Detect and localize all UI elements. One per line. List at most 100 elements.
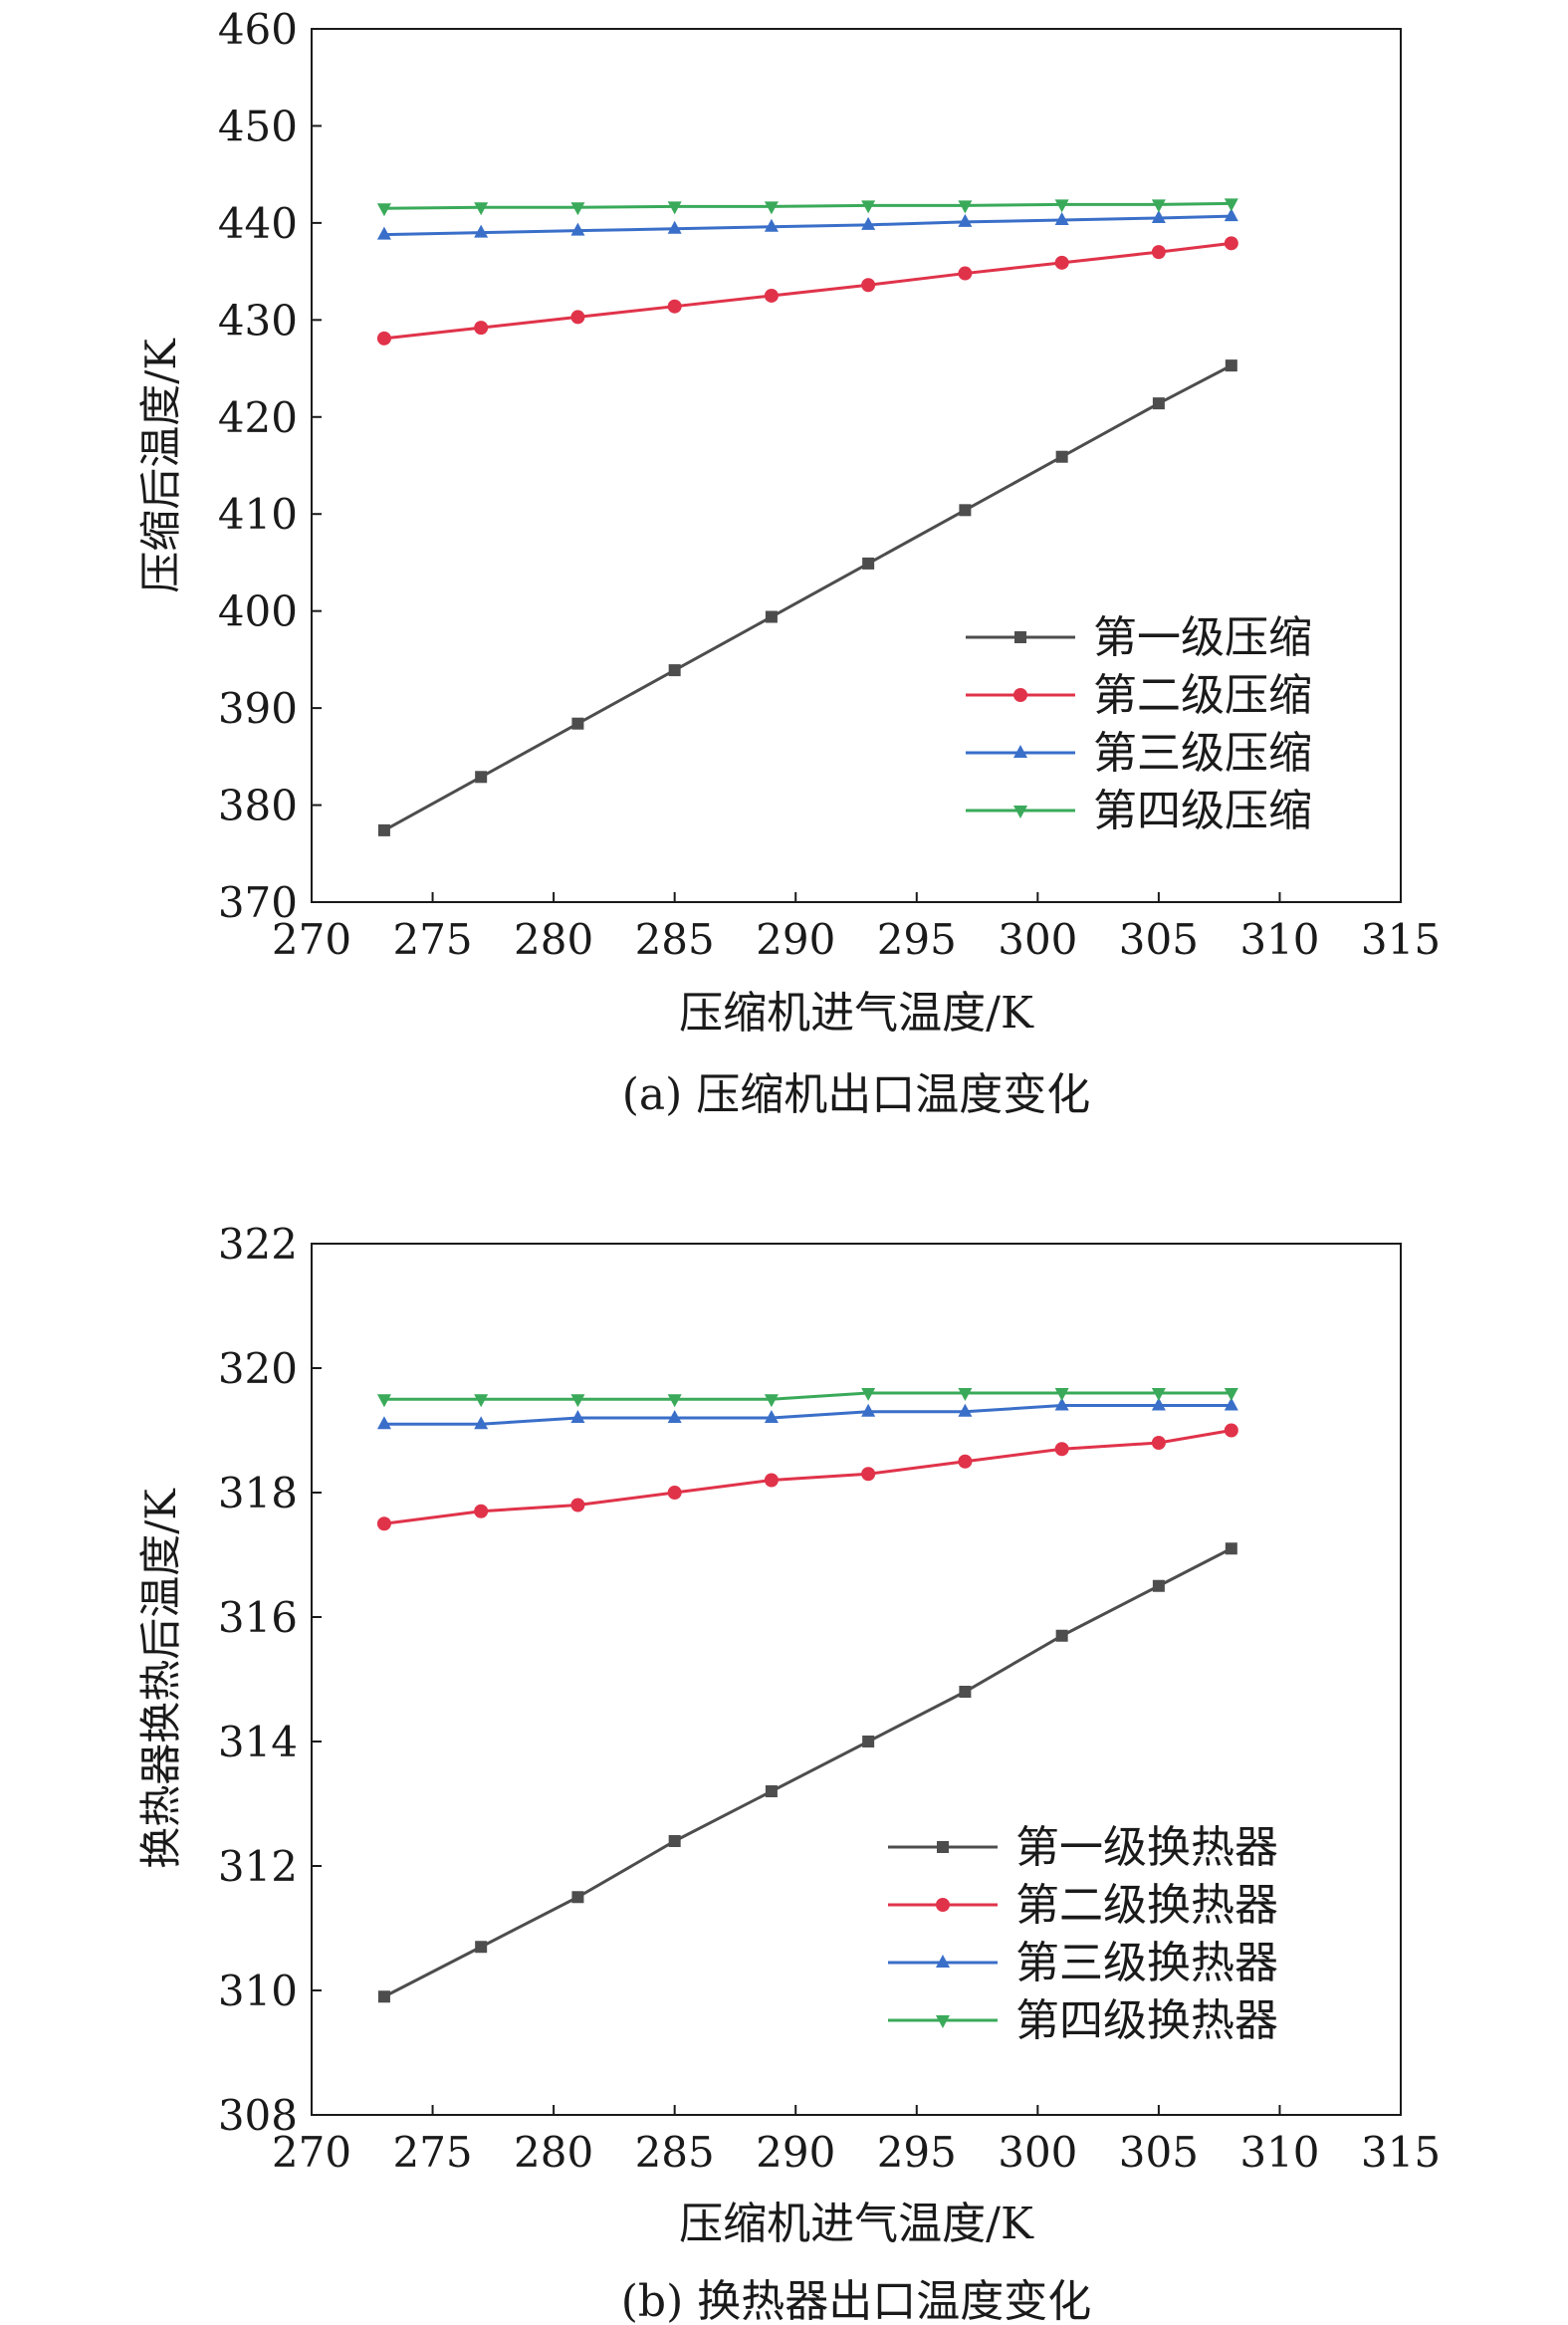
data-point: [570, 1394, 585, 1408]
series-line: [383, 214, 1232, 237]
data-point: [861, 1467, 876, 1482]
data-point: [667, 220, 682, 234]
x-tick-label: 290: [756, 915, 835, 964]
data-point: [376, 1416, 391, 1430]
data-point: [376, 1394, 391, 1408]
axis-ticks: 270 275 280 285 290 295 300 305 310 315 370 380 390 4…: [218, 5, 1441, 964]
data-point: [475, 771, 488, 784]
legend-label: 第三级换热器: [1015, 1938, 1278, 1988]
data-point: [474, 1394, 489, 1408]
data-point: [1151, 199, 1166, 213]
data-point: [959, 1686, 972, 1698]
data-point: [958, 1388, 973, 1401]
x-tick-label: 310: [1239, 915, 1319, 964]
chart-heat-exchanger-outlet: 270 275 280 285 290 295 300 305 310 315 308 310 312 3…: [136, 1220, 1441, 2325]
chart-caption: (a) 压缩机出口温度变化: [622, 1069, 1091, 1120]
data-point: [570, 310, 585, 325]
data-point: [764, 1473, 779, 1488]
x-tick-label: 275: [392, 915, 472, 964]
data-point: [667, 1486, 682, 1500]
data-point: [1152, 397, 1165, 410]
legend-marker: [1013, 745, 1027, 758]
data-point: [377, 823, 390, 836]
y-tick-label: 320: [218, 1344, 298, 1393]
y-tick-label: 370: [218, 878, 298, 927]
legend-label: 第一级压缩: [1093, 612, 1312, 663]
x-tick-label: 305: [1119, 915, 1199, 964]
data-point: [474, 1416, 489, 1430]
data-point: [1055, 1629, 1068, 1642]
data-point: [667, 201, 682, 215]
data-point: [1224, 1397, 1238, 1411]
legend-marker: [937, 1841, 949, 1853]
series-group: [376, 198, 1238, 836]
x-tick-label: 280: [514, 2128, 593, 2177]
series-group: [376, 1388, 1238, 2003]
data-point: [1151, 1397, 1166, 1411]
data-point: [474, 224, 489, 238]
x-tick-label: 270: [272, 915, 351, 964]
data-point: [1054, 1388, 1069, 1401]
data-point: [862, 557, 875, 570]
y-tick-label: 322: [218, 1220, 298, 1269]
legend-marker: [1013, 688, 1027, 702]
x-tick-label: 305: [1119, 2128, 1199, 2177]
x-tick-label: 300: [998, 915, 1077, 964]
x-tick-label: 295: [877, 2128, 957, 2177]
x-tick-label: 300: [998, 2128, 1077, 2177]
y-tick-label: 314: [218, 1718, 298, 1766]
data-point: [1151, 245, 1166, 260]
data-point: [1151, 1388, 1166, 1401]
data-point: [570, 1410, 585, 1423]
data-point: [1055, 450, 1068, 463]
legend-marker: [1013, 806, 1027, 818]
data-point: [958, 213, 973, 227]
x-tick-label: 280: [514, 915, 593, 964]
data-point: [570, 222, 585, 236]
data-point: [765, 1785, 778, 1797]
y-tick-label: 312: [218, 1842, 298, 1891]
legend-marker: [936, 1955, 950, 1968]
x-tick-label: 270: [272, 2128, 351, 2177]
data-point: [570, 202, 585, 216]
data-point: [861, 278, 876, 293]
data-point: [958, 1403, 973, 1417]
y-tick-label: 410: [218, 490, 298, 539]
data-point: [1225, 359, 1237, 372]
y-tick-label: 310: [218, 1967, 298, 2015]
y-tick-label: 420: [218, 393, 298, 442]
data-point: [958, 1454, 973, 1469]
chart-caption: (b) 换热器出口温度变化: [621, 2276, 1091, 2325]
data-point: [958, 200, 973, 214]
series-line: [383, 1391, 1232, 1401]
data-point: [376, 203, 391, 217]
plot-frame: [311, 1243, 1402, 2116]
data-point: [1224, 198, 1238, 212]
data-point: [861, 1388, 876, 1401]
legend-marker: [1014, 631, 1026, 643]
series-line: [383, 201, 1232, 210]
data-point: [1054, 199, 1069, 213]
legend-label: 第四级换热器: [1015, 1995, 1278, 2046]
legend-marker: [936, 1898, 950, 1912]
y-tick-label: 318: [218, 1469, 298, 1517]
data-point: [377, 1990, 390, 2003]
series-line: [383, 241, 1232, 341]
data-point: [474, 1504, 489, 1518]
data-point: [765, 610, 778, 623]
y-tick-label: 450: [218, 102, 298, 150]
series-line: [383, 1546, 1232, 1998]
data-point: [764, 1394, 779, 1408]
data-point: [1054, 1442, 1069, 1457]
data-point: [1224, 208, 1238, 222]
legend-marker: [936, 2015, 950, 2028]
data-point: [667, 1410, 682, 1423]
data-point: [668, 664, 681, 677]
data-point: [667, 299, 682, 314]
data-point: [571, 1891, 584, 1904]
y-tick-label: 316: [218, 1593, 298, 1642]
legend-label: 第二级压缩: [1093, 670, 1312, 721]
series-line: [383, 1404, 1232, 1426]
data-point: [474, 321, 489, 336]
